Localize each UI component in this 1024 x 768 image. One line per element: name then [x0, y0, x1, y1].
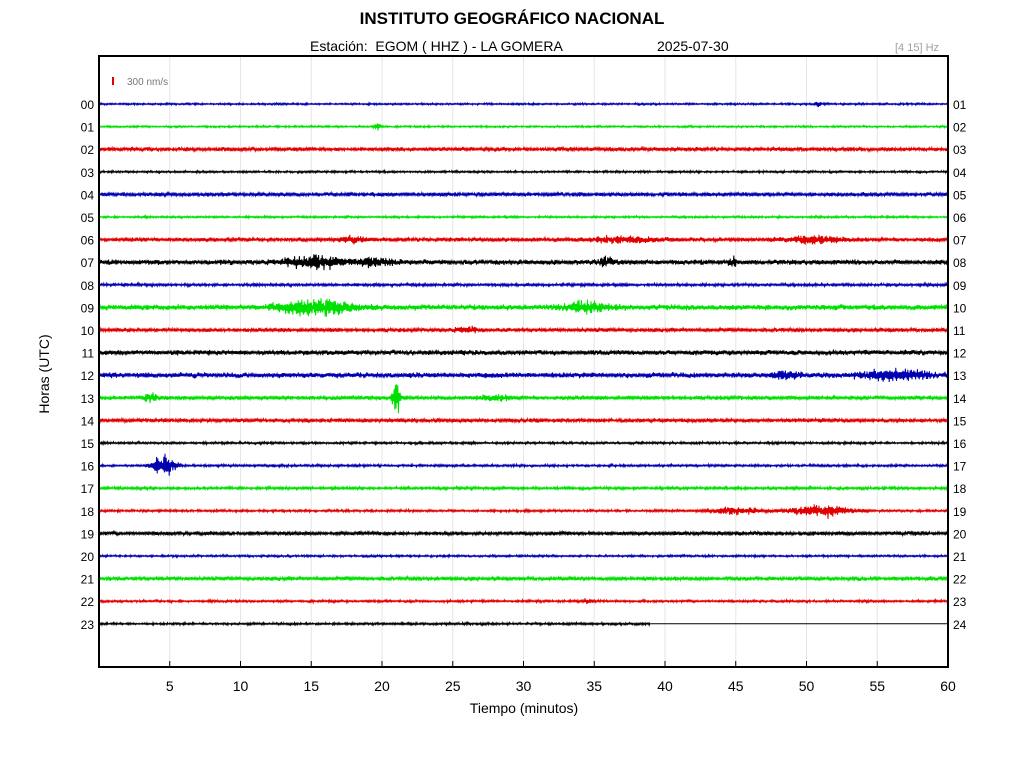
- hour-label-left: 10: [81, 324, 95, 338]
- hour-label-left: 03: [81, 166, 95, 180]
- trace-hour-22: [98, 597, 948, 605]
- frequency-band-label: [4 15] Hz: [895, 42, 940, 54]
- x-tick-label: 40: [657, 678, 673, 694]
- hour-label-left: 04: [81, 188, 95, 202]
- trace-hour-10: [98, 325, 948, 334]
- hour-label-right: 11: [953, 324, 966, 338]
- hour-label-right: 16: [953, 437, 967, 451]
- trace-hour-08: [98, 281, 948, 289]
- trace-hour-11: [98, 349, 948, 357]
- trace-hour-14: [98, 416, 948, 425]
- trace-hour-16: [98, 453, 948, 476]
- trace-hour-09: [98, 298, 948, 317]
- hour-label-left: 00: [81, 98, 95, 112]
- hour-label-left: 23: [81, 618, 95, 632]
- x-axis-label: Tiempo (minutos): [469, 700, 579, 716]
- hour-label-right: 19: [953, 505, 967, 519]
- hour-label-right: 08: [953, 256, 967, 270]
- trace-hour-12: [98, 367, 948, 383]
- hour-label-right: 15: [953, 414, 967, 428]
- hour-label-right: 18: [953, 482, 967, 496]
- hour-label-right: 24: [953, 618, 967, 632]
- trace-hour-20: [98, 553, 948, 560]
- trace-hour-01: [98, 123, 948, 131]
- hour-label-right: 23: [953, 595, 967, 609]
- trace-hour-15: [98, 439, 948, 447]
- hour-label-left: 08: [81, 279, 95, 293]
- x-tick-label: 5: [166, 678, 174, 694]
- hour-label-right: 17: [953, 460, 967, 474]
- hour-label-left: 13: [81, 392, 95, 406]
- hour-label-right: 20: [953, 527, 967, 541]
- date-label: 2025-07-30: [657, 38, 729, 54]
- hour-label-right: 01: [953, 98, 967, 112]
- trace-hour-23: [98, 620, 651, 628]
- x-tick-label: 45: [728, 678, 744, 694]
- hour-label-left: 07: [81, 256, 95, 270]
- scale-label: 300 nm/s: [127, 77, 169, 88]
- x-tick-label: 55: [869, 678, 885, 694]
- x-tick-label: 35: [586, 678, 602, 694]
- hour-label-left: 21: [81, 573, 95, 587]
- hour-label-left: 05: [81, 211, 95, 225]
- hour-label-right: 03: [953, 143, 967, 157]
- trace-hour-21: [98, 574, 948, 583]
- trace-hour-17: [98, 484, 948, 492]
- hour-label-left: 09: [81, 301, 95, 315]
- hour-label-right: 09: [953, 279, 967, 293]
- hour-label-right: 05: [953, 188, 967, 202]
- hour-label-right: 07: [953, 234, 967, 248]
- hour-label-left: 15: [81, 437, 95, 451]
- hour-label-left: 12: [81, 369, 95, 383]
- hour-label-left: 20: [81, 550, 95, 564]
- trace-hour-04: [98, 190, 948, 199]
- trace-hour-06: [98, 234, 948, 245]
- x-tick-label: 10: [233, 678, 249, 694]
- hour-label-left: 17: [81, 482, 95, 496]
- hour-label-left: 01: [81, 121, 95, 135]
- hour-label-left: 19: [81, 527, 95, 541]
- station-label: Estación: EGOM ( HHZ ) - LA GOMERA: [310, 38, 563, 54]
- trace-hour-03: [98, 168, 948, 175]
- hour-label-right: 04: [953, 166, 967, 180]
- trace-hour-19: [98, 529, 948, 538]
- x-tick-label: 60: [940, 678, 956, 694]
- x-tick-label: 15: [303, 678, 319, 694]
- hour-label-left: 14: [81, 414, 95, 428]
- hour-label-right: 21: [953, 550, 967, 564]
- trace-hour-18: [98, 504, 948, 519]
- hour-label-right: 22: [953, 573, 967, 587]
- hour-label-right: 10: [953, 301, 967, 315]
- trace-hour-05: [98, 213, 948, 221]
- chart-title: INSTITUTO GEOGRÁFICO NACIONAL: [359, 9, 665, 28]
- hour-label-right: 02: [953, 121, 967, 135]
- hour-label-left: 16: [81, 460, 95, 474]
- x-tick-label: 50: [799, 678, 815, 694]
- hour-label-right: 12: [953, 347, 967, 361]
- hour-label-left: 22: [81, 595, 95, 609]
- x-tick-label: 30: [516, 678, 532, 694]
- trace-hour-02: [98, 145, 948, 154]
- hour-label-left: 06: [81, 234, 95, 248]
- hour-label-right: 14: [953, 392, 967, 406]
- trace-hour-00: [98, 101, 948, 108]
- x-tick-label: 25: [445, 678, 461, 694]
- hour-label-left: 11: [82, 347, 95, 361]
- x-tick-label: 20: [374, 678, 390, 694]
- hour-label-left: 18: [81, 505, 95, 519]
- hour-label-right: 13: [953, 369, 967, 383]
- y-axis-label: Horas (UTC): [36, 334, 52, 414]
- trace-hour-07: [98, 254, 948, 271]
- hour-label-left: 02: [81, 143, 95, 157]
- trace-hour-13: [98, 384, 948, 414]
- hour-label-right: 06: [953, 211, 967, 225]
